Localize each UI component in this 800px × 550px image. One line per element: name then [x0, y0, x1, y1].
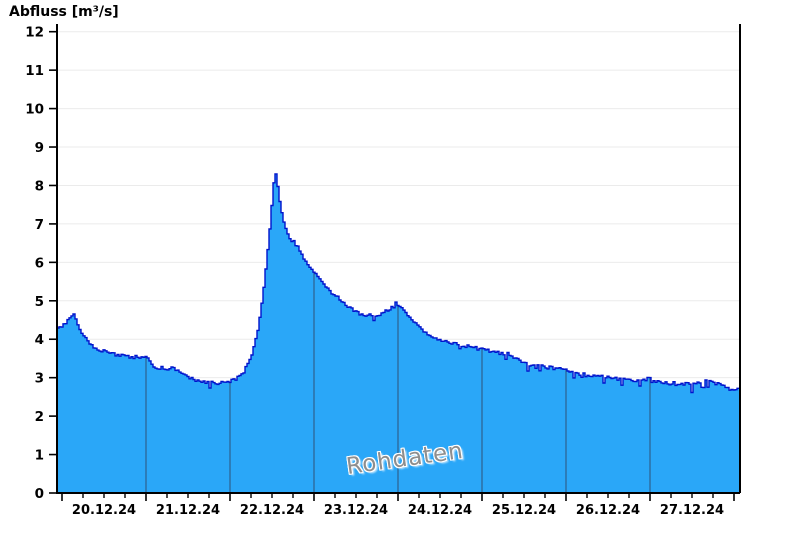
y-tick-label: 9	[35, 140, 44, 156]
x-tick-label: 25.12.24	[492, 503, 556, 518]
y-tick-label: 10	[25, 102, 44, 118]
y-tick-label: 3	[35, 371, 44, 387]
y-tick-label: 0	[35, 486, 44, 502]
x-tick-label: 26.12.24	[576, 503, 640, 518]
y-axis-title: Abfluss [m³/s]	[9, 4, 119, 20]
y-tick-label: 8	[35, 178, 44, 194]
x-tick-label: 23.12.24	[324, 503, 388, 518]
y-tick-label: 7	[35, 217, 44, 233]
discharge-line	[57, 173, 741, 394]
y-tick-label: 1	[35, 448, 44, 464]
y-tick-label: 6	[35, 255, 44, 271]
y-tick-label: 4	[35, 332, 44, 348]
x-tick-label: 21.12.24	[156, 503, 220, 518]
x-tick-label: 27.12.24	[660, 503, 724, 518]
x-tick-label: 20.12.24	[72, 503, 136, 518]
y-tick-label: 5	[35, 294, 44, 310]
x-tick-label: 24.12.24	[408, 503, 472, 518]
x-tick-label: 22.12.24	[240, 503, 304, 518]
y-tick-label: 11	[25, 63, 44, 79]
y-tick-label: 12	[25, 25, 44, 41]
y-tick-label: 2	[35, 409, 44, 425]
